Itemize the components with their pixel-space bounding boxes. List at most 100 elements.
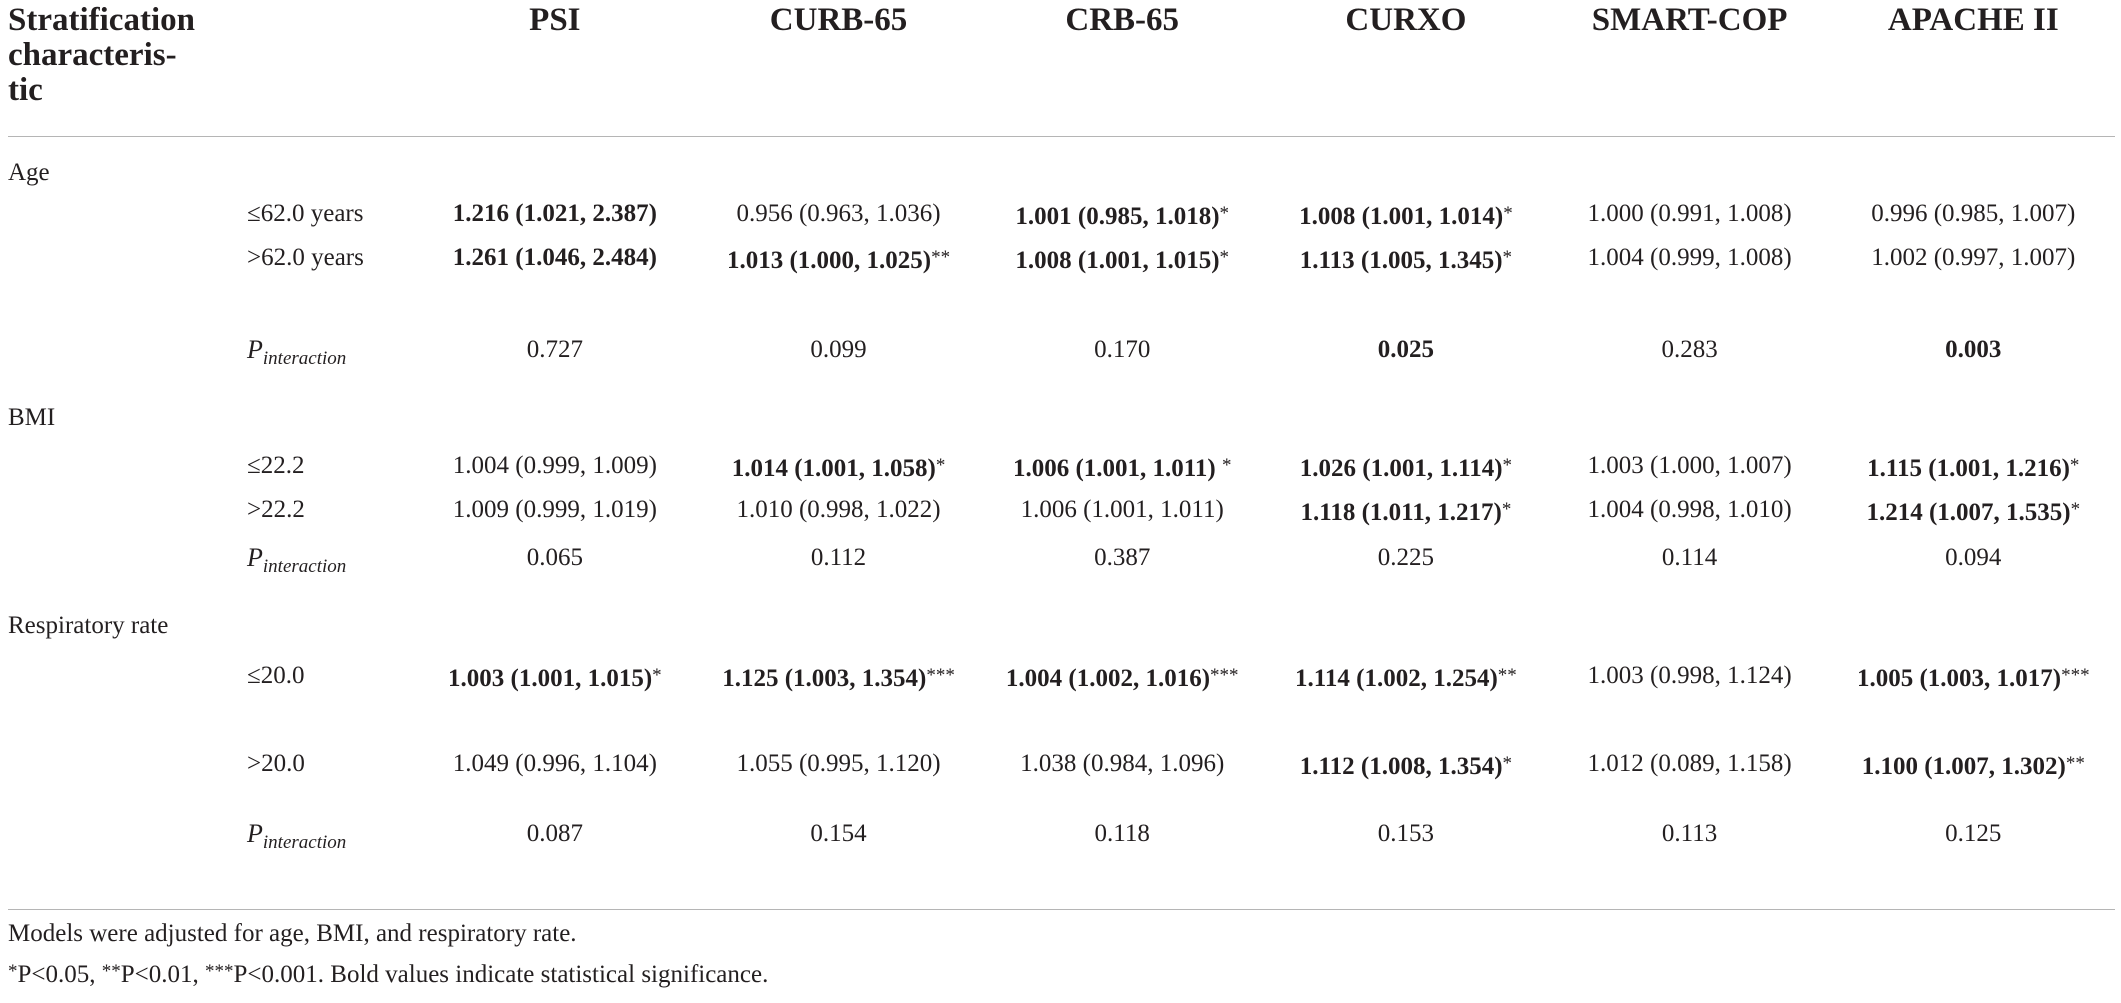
cell-value: 1.055 (0.995, 1.120) [736, 750, 941, 777]
header-stratification: Stratification characteris- tic [8, 0, 413, 136]
cell-content: 1.216 (1.021, 2.387) [453, 196, 657, 231]
indent-cell [8, 448, 230, 492]
footnote-text-3: P<0.001. Bold values indicate statistica… [233, 961, 769, 988]
cell-value: 1.004 (0.998, 1.010) [1587, 496, 1792, 523]
cell-value: 1.038 (0.984, 1.096) [1020, 750, 1225, 777]
significance-star: ** [2065, 753, 2085, 774]
table-cell: 1.004 (1.002, 1.016)*** [980, 658, 1264, 746]
p-interaction-row: Pinteraction 0.065 0.112 0.387 0.225 0.114 0.0… [8, 536, 2115, 600]
cell-value: 1.002 (0.997, 1.007) [1871, 244, 2076, 271]
group-row: Respiratory rate [8, 600, 2115, 658]
cell-value: 1.115 (1.001, 1.216) [1867, 455, 2070, 482]
cell-value: 1.114 (1.002, 1.254) [1295, 665, 1498, 692]
table-cell: 1.026 (1.001, 1.114)* [1264, 448, 1548, 492]
cell-content: 1.049 (0.996, 1.104) [453, 746, 657, 781]
cell-value: 1.261 (1.046, 2.484) [452, 244, 657, 271]
cell-value: 1.003 (1.001, 1.015) [448, 665, 653, 692]
table-cell: 1.009 (0.999, 1.019) [413, 492, 697, 536]
cell-value: 1.009 (0.999, 1.019) [452, 496, 657, 523]
footnote-star-2: ** [101, 961, 121, 982]
p-symbol: Pinteraction [247, 543, 346, 577]
p-symbol: Pinteraction [247, 819, 346, 853]
cell-content: 1.003 (0.998, 1.124) [1588, 658, 1792, 693]
cell-content: 1.013 (1.000, 1.025)** [727, 240, 950, 278]
cell-value: 1.006 (1.001, 1.011) [1020, 496, 1224, 523]
p-value-cell: 0.283 [1548, 328, 1832, 392]
cell-value: 1.216 (1.021, 2.387) [452, 200, 657, 227]
p-value-cell: 0.125 [1831, 812, 2115, 876]
p-subscript: interaction [262, 348, 347, 369]
cell-content: 1.001 (0.985, 1.018)* [1015, 196, 1229, 234]
footnote-text-2: P<0.01, [120, 961, 206, 988]
header-smart-cop: SMART-COP [1591, 2, 1788, 38]
footnote-adjustment: Models were adjusted for age, BMI, and r… [8, 920, 577, 947]
significance-star: * [652, 665, 662, 686]
p-value: 0.025 [1377, 336, 1435, 363]
cell-value: 1.112 (1.008, 1.354) [1299, 753, 1503, 780]
table-row: ≤62.0 years 1.216 (1.021, 2.387) 0.956 (0.… [8, 196, 2115, 240]
p-value-cell: 0.003 [1831, 328, 2115, 392]
cell-content: 1.261 (1.046, 2.484) [453, 240, 657, 275]
cell-value: 1.008 (1.001, 1.014) [1299, 203, 1504, 230]
p-value: 0.112 [810, 544, 867, 571]
cell-value: 1.005 (1.003, 1.017) [1856, 665, 2062, 692]
p-value-cell: 0.118 [980, 812, 1264, 876]
significance-star: * [1502, 247, 1513, 268]
table-cell: 1.003 (1.001, 1.015)* [413, 658, 697, 746]
indent-cell [8, 746, 230, 812]
cell-value: 1.125 (1.003, 1.354) [722, 665, 927, 692]
cell-content: 1.012 (0.089, 1.158) [1588, 746, 1792, 781]
results-table: Stratification characteris- tic PSI CURB… [8, 0, 2116, 876]
p-interaction-row: Pinteraction 0.087 0.154 0.118 0.153 0.113 0.1… [8, 812, 2115, 876]
table-cell: 1.038 (0.984, 1.096) [980, 746, 1264, 812]
cell-value: 1.003 (1.000, 1.007) [1587, 452, 1792, 479]
p-value-cell: 0.154 [697, 812, 981, 876]
significance-star: ** [931, 247, 951, 268]
cell-value: 1.013 (1.000, 1.025) [726, 247, 932, 274]
cell-value: 1.049 (0.996, 1.104) [452, 750, 657, 777]
p-value-cell: 0.065 [413, 536, 697, 600]
table-cell: 1.008 (1.001, 1.015)* [980, 240, 1264, 328]
table-cell: 1.049 (0.996, 1.104) [413, 746, 697, 812]
p-value-cell: 0.225 [1264, 536, 1548, 600]
table-cell: 1.055 (0.995, 1.120) [697, 746, 981, 812]
header-stratification-line: tic [8, 72, 43, 108]
p-value: 0.094 [1945, 544, 2002, 571]
p-value-cell: 0.387 [980, 536, 1264, 600]
table-bottom-rule [8, 909, 2115, 910]
p-value: 0.113 [1661, 820, 1718, 847]
p-subscript: interaction [262, 556, 347, 577]
table-row: ≤20.0 1.003 (1.001, 1.015)* 1.125 (1.003, … [8, 658, 2115, 746]
cell-content: 1.114 (1.002, 1.254)** [1295, 658, 1517, 696]
cell-content: 1.115 (1.001, 1.216)* [1867, 448, 2079, 486]
indent-cell [8, 492, 230, 536]
cell-content: 1.008 (1.001, 1.014)* [1299, 196, 1513, 234]
table-cell: 1.006 (1.001, 1.011) [980, 492, 1264, 536]
table-row: ≤22.2 1.004 (0.999, 1.009) 1.014 (1.001, 1… [8, 448, 2115, 492]
table-cell: 1.012 (0.089, 1.158) [1548, 746, 1832, 812]
cell-content: 1.214 (1.007, 1.535)* [1866, 492, 2080, 530]
p-value: 0.154 [810, 820, 867, 847]
table-cell: 1.115 (1.001, 1.216)* [1831, 448, 2115, 492]
cell-content: 1.004 (0.999, 1.008) [1588, 240, 1792, 275]
cell-content: 1.055 (0.995, 1.120) [736, 746, 940, 781]
significance-star: * [2069, 455, 2080, 476]
indent-cell [8, 196, 230, 240]
table-header: Stratification characteris- tic PSI CURB… [8, 0, 2116, 136]
p-value: 0.099 [810, 336, 867, 363]
table-cell: 1.004 (0.998, 1.010) [1548, 492, 1832, 536]
table-footnotes: Models were adjusted for age, BMI, and r… [8, 915, 768, 994]
row-label: >22.2 [247, 496, 305, 523]
table-cell: 1.006 (1.001, 1.011) * [980, 448, 1264, 492]
table-cell: 1.014 (1.001, 1.058)* [697, 448, 981, 492]
table-cell: 1.013 (1.000, 1.025)** [697, 240, 981, 328]
p-value: 0.153 [1377, 820, 1435, 847]
cell-value: 1.000 (0.991, 1.008) [1587, 200, 1792, 227]
indent-cell [8, 812, 230, 876]
table-cell: 1.112 (1.008, 1.354)* [1264, 746, 1548, 812]
significance-star: ** [1497, 665, 1517, 686]
cell-value: 1.004 (0.999, 1.009) [452, 452, 657, 479]
cell-content: 0.956 (0.963, 1.036) [736, 196, 940, 231]
cell-content: 1.009 (0.999, 1.019) [453, 492, 657, 527]
table-cell: 1.261 (1.046, 2.484) [413, 240, 697, 328]
